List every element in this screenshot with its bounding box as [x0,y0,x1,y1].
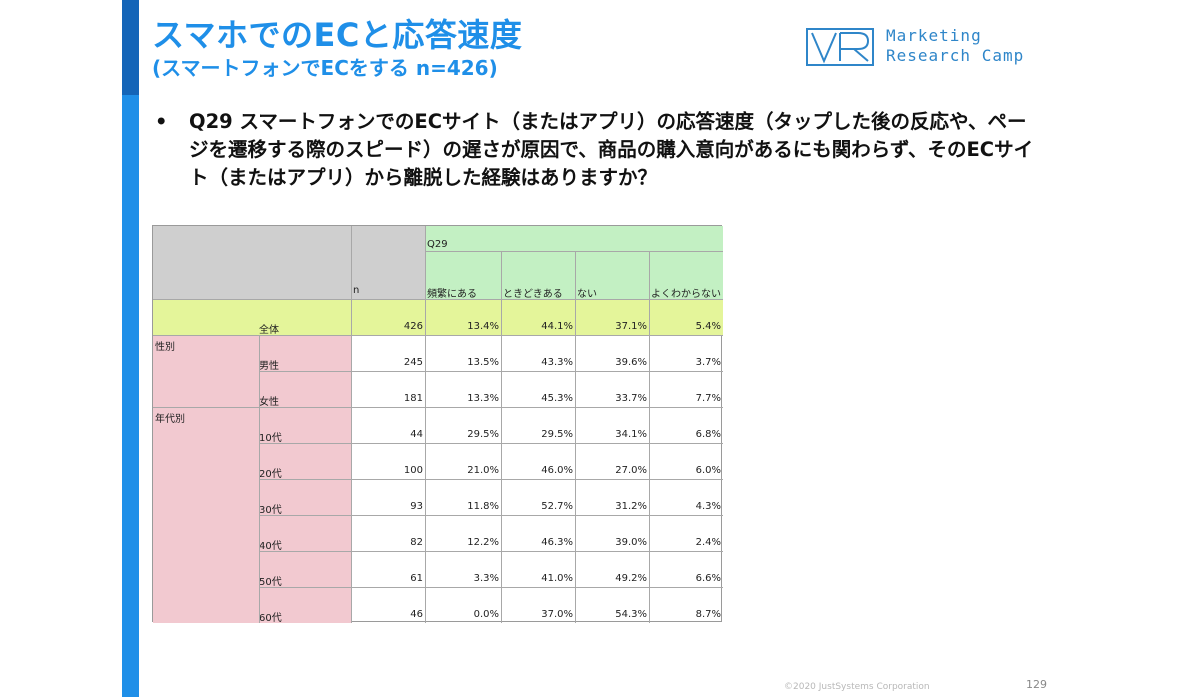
grid-line [259,587,723,588]
n-value: 100 [403,465,423,476]
column-header: よくわからない [651,289,721,300]
percent-value: 8.7% [695,609,721,620]
row-label: 20代 [259,469,282,480]
grid-line [649,251,650,623]
percent-value: 31.2% [615,501,647,512]
percent-value: 39.6% [615,357,647,368]
percent-value: 13.4% [467,321,499,332]
n-value: 181 [403,393,423,404]
logo-line-2: Research Camp [886,46,1025,65]
percent-value: 7.7% [695,393,721,404]
percent-value: 54.3% [615,609,647,620]
percent-value: 33.7% [615,393,647,404]
question-text: Q29 スマートフォンでのECサイト（またはアプリ）の応答速度（タップした後の反… [189,110,1034,189]
header-green-area [425,226,723,299]
row-label: 10代 [259,433,282,444]
grid-line [153,335,723,336]
slide-accent-bar-top [122,0,139,95]
percent-value: 21.0% [467,465,499,476]
row-label: 50代 [259,577,282,588]
column-header: ない [577,289,597,300]
n-column-header: n [353,285,360,296]
percent-value: 46.0% [541,465,573,476]
grid-line [575,251,576,623]
percent-value: 29.5% [467,429,499,440]
n-value: 46 [410,609,423,620]
percent-value: 52.7% [541,501,573,512]
row-label: 全体 [259,325,279,336]
percent-value: 34.1% [615,429,647,440]
group-label: 年代別 [155,414,185,425]
grid-line [425,226,426,623]
slide-title: スマホでのECと応答速度 [152,16,523,54]
percent-value: 4.3% [695,501,721,512]
n-value: 245 [403,357,423,368]
percent-value: 27.0% [615,465,647,476]
percent-value: 11.8% [467,501,499,512]
percent-value: 41.0% [541,573,573,584]
mrc-logo-mark-icon [806,28,874,66]
row-label: 女性 [259,397,279,408]
percent-value: 2.4% [695,537,721,548]
column-header: ときどきある [503,289,563,300]
percent-value: 6.8% [695,429,721,440]
group-label: 性別 [155,342,175,353]
percent-value: 46.3% [541,537,573,548]
page-number: 129 [1026,678,1047,691]
grid-line [153,407,723,408]
row-label: 40代 [259,541,282,552]
percent-value: 49.2% [615,573,647,584]
percent-value: 5.4% [695,321,721,332]
n-value: 44 [410,429,423,440]
grid-line [259,335,260,623]
n-value: 426 [403,321,423,332]
row-label: 60代 [259,613,282,624]
percent-value: 37.1% [615,321,647,332]
total-row-bg [153,299,723,335]
percent-value: 13.5% [467,357,499,368]
row-label: 男性 [259,361,279,372]
header-gray-area [153,226,425,299]
slide-subtitle: (スマートフォンでECをする n=426) [152,56,498,80]
grid-line [351,226,352,623]
slide-accent-bar [122,0,139,697]
percent-value: 44.1% [541,321,573,332]
company-logo: Marketing Research Camp [806,22,1046,72]
percent-value: 3.7% [695,357,721,368]
percent-value: 43.3% [541,357,573,368]
grid-line [153,299,723,300]
row-label: 30代 [259,505,282,516]
n-value: 82 [410,537,423,548]
footer-copyright: ©2020 JustSystems Corporation [784,682,930,692]
grid-line [259,515,723,516]
n-value: 61 [410,573,423,584]
grid-line [259,443,723,444]
percent-value: 13.3% [467,393,499,404]
percent-value: 45.3% [541,393,573,404]
logo-line-1: Marketing [886,26,982,45]
grid-line [259,479,723,480]
percent-value: 6.0% [695,465,721,476]
bullet-dot: • [155,110,168,133]
q-label: Q29 [427,239,448,250]
percent-value: 37.0% [541,609,573,620]
column-header: 頻繁にある [427,289,477,300]
n-value: 93 [410,501,423,512]
grid-line [501,251,502,623]
percent-value: 3.3% [473,573,499,584]
logo-text: Marketing Research Camp [886,26,1024,66]
percent-value: 29.5% [541,429,573,440]
percent-value: 6.6% [695,573,721,584]
grid-line [425,251,723,252]
grid-line [259,551,723,552]
percent-value: 0.0% [473,609,499,620]
results-table: Q29 n 頻繁にある ときどきある ない よくわからない性別年代別 全体 426 13.4% 4… [152,225,723,624]
percent-value: 39.0% [615,537,647,548]
grid-line [259,371,723,372]
percent-value: 12.2% [467,537,499,548]
